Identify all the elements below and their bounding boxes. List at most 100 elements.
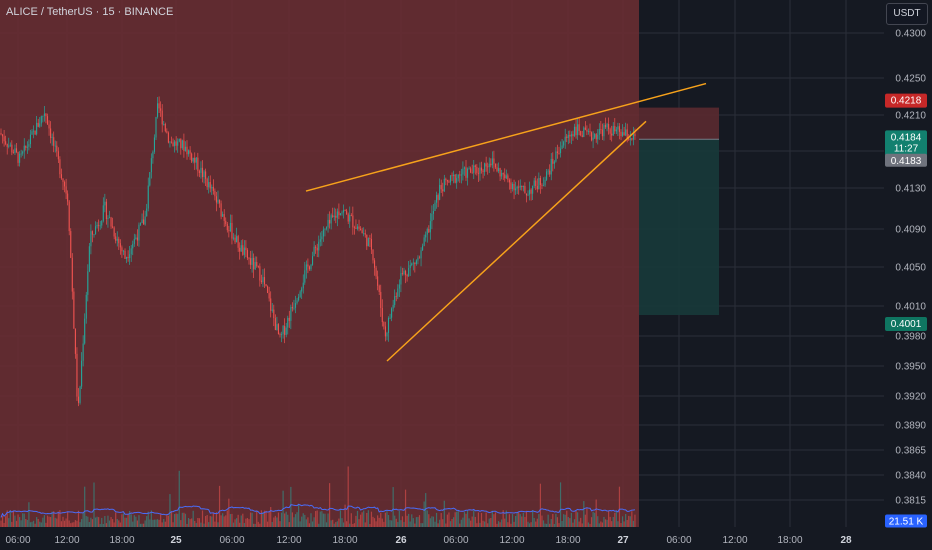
candle-body bbox=[541, 184, 543, 186]
volume-bar bbox=[494, 512, 497, 527]
candle-body bbox=[476, 166, 478, 173]
volume-bar bbox=[318, 523, 320, 527]
price-tick-label: 0.3890 bbox=[895, 421, 926, 432]
candle-body bbox=[29, 134, 31, 145]
volume-bar bbox=[353, 523, 355, 527]
volume-bar bbox=[456, 511, 458, 527]
current-price-label-badge bbox=[885, 130, 927, 157]
candle-body bbox=[308, 266, 310, 270]
volume-bar bbox=[497, 521, 500, 527]
volume-bar bbox=[288, 522, 290, 527]
candle-body bbox=[533, 180, 535, 186]
volume-bar bbox=[191, 518, 193, 527]
candle-body bbox=[60, 174, 62, 179]
trendlines[interactable] bbox=[305, 82, 707, 362]
candle-body bbox=[394, 296, 396, 305]
candle-body bbox=[372, 249, 374, 261]
volume-bar bbox=[604, 519, 607, 527]
volume-bar bbox=[158, 519, 160, 527]
candle-body bbox=[332, 215, 334, 217]
volume-bar bbox=[59, 510, 61, 527]
volume-bar bbox=[166, 514, 168, 527]
candle-body bbox=[437, 195, 439, 200]
volume-bar bbox=[267, 521, 269, 527]
candle-body bbox=[431, 213, 433, 222]
short-position-tool[interactable] bbox=[639, 107, 719, 315]
volume-bar bbox=[130, 514, 132, 527]
candle-body bbox=[6, 143, 8, 147]
candle-body bbox=[96, 224, 98, 227]
volume-bar bbox=[212, 512, 214, 527]
volume-bar bbox=[470, 520, 472, 527]
candle-body bbox=[482, 170, 484, 172]
candle-body bbox=[611, 133, 613, 136]
candle-body bbox=[493, 158, 495, 164]
candle-body bbox=[3, 136, 5, 142]
candle-body bbox=[93, 234, 95, 236]
currency-button[interactable]: USDT bbox=[886, 3, 928, 25]
volume-bar bbox=[584, 514, 586, 527]
volume-bar bbox=[104, 516, 106, 527]
volume-bar bbox=[208, 522, 210, 527]
candle-body bbox=[581, 135, 583, 137]
candle-body bbox=[73, 291, 75, 329]
volume-bar bbox=[477, 512, 479, 527]
time-tick-label: 06:00 bbox=[443, 535, 468, 546]
volume-label-text: 21.51 K bbox=[889, 517, 924, 528]
volume-bar bbox=[563, 514, 565, 527]
candle-body bbox=[312, 256, 314, 265]
candle-body bbox=[102, 205, 104, 221]
candle-body bbox=[364, 233, 366, 235]
time-tick-label: 28 bbox=[840, 535, 852, 546]
volume-bar bbox=[183, 512, 185, 527]
volume-bar bbox=[586, 508, 588, 527]
candle-body bbox=[353, 227, 355, 229]
candle-body bbox=[538, 177, 540, 190]
time-tick-label: 12:00 bbox=[54, 535, 79, 546]
candle-body bbox=[95, 226, 97, 235]
volume-bar bbox=[40, 522, 42, 527]
candle-body bbox=[265, 284, 267, 287]
volume-bar bbox=[608, 510, 610, 527]
symbol-title[interactable]: ALICE / TetherUS · 15 · BINANCE bbox=[6, 6, 174, 18]
volume-bar bbox=[422, 523, 424, 527]
candle-body bbox=[586, 129, 588, 132]
volume-bar bbox=[499, 522, 501, 527]
candle-body bbox=[164, 123, 166, 132]
candle-body bbox=[277, 324, 279, 335]
volume-bar bbox=[621, 516, 624, 527]
volume-bar bbox=[284, 513, 286, 527]
candle-body bbox=[287, 317, 289, 328]
volume-bar bbox=[449, 521, 452, 527]
candle-body bbox=[108, 217, 111, 219]
candle-body bbox=[501, 173, 503, 177]
volume-bar bbox=[425, 493, 427, 527]
volume-bar bbox=[366, 512, 368, 527]
volume-bar bbox=[144, 520, 146, 527]
candle-body bbox=[139, 223, 142, 225]
candle-body bbox=[556, 151, 558, 153]
volume-bar bbox=[5, 516, 7, 527]
candle-body bbox=[15, 148, 18, 153]
volume-bar bbox=[45, 522, 47, 527]
volume-bar bbox=[420, 523, 422, 527]
time-axis[interactable]: 06:00 12:00 18:00 25 06:00 12:00 18:00 26 06:00 1… bbox=[0, 527, 932, 550]
candle-body bbox=[62, 178, 64, 182]
candle-body bbox=[558, 152, 560, 154]
volume-bar bbox=[611, 521, 613, 527]
candle-body bbox=[276, 324, 278, 331]
candle-body bbox=[395, 296, 397, 298]
volume-bar bbox=[1, 515, 4, 527]
candle-body bbox=[1, 134, 4, 137]
volume-bar bbox=[632, 520, 634, 527]
volume-bar bbox=[160, 514, 162, 527]
candle-body bbox=[299, 291, 301, 297]
candle-body bbox=[19, 153, 21, 163]
candle-body bbox=[26, 146, 28, 148]
candle-body bbox=[628, 138, 630, 140]
price-axis[interactable]: 0.43000.42500.42100.41700.41300.40900.40… bbox=[884, 0, 932, 527]
candle-body bbox=[166, 131, 168, 133]
volume-bar bbox=[541, 515, 543, 527]
volume-bar bbox=[468, 518, 470, 527]
